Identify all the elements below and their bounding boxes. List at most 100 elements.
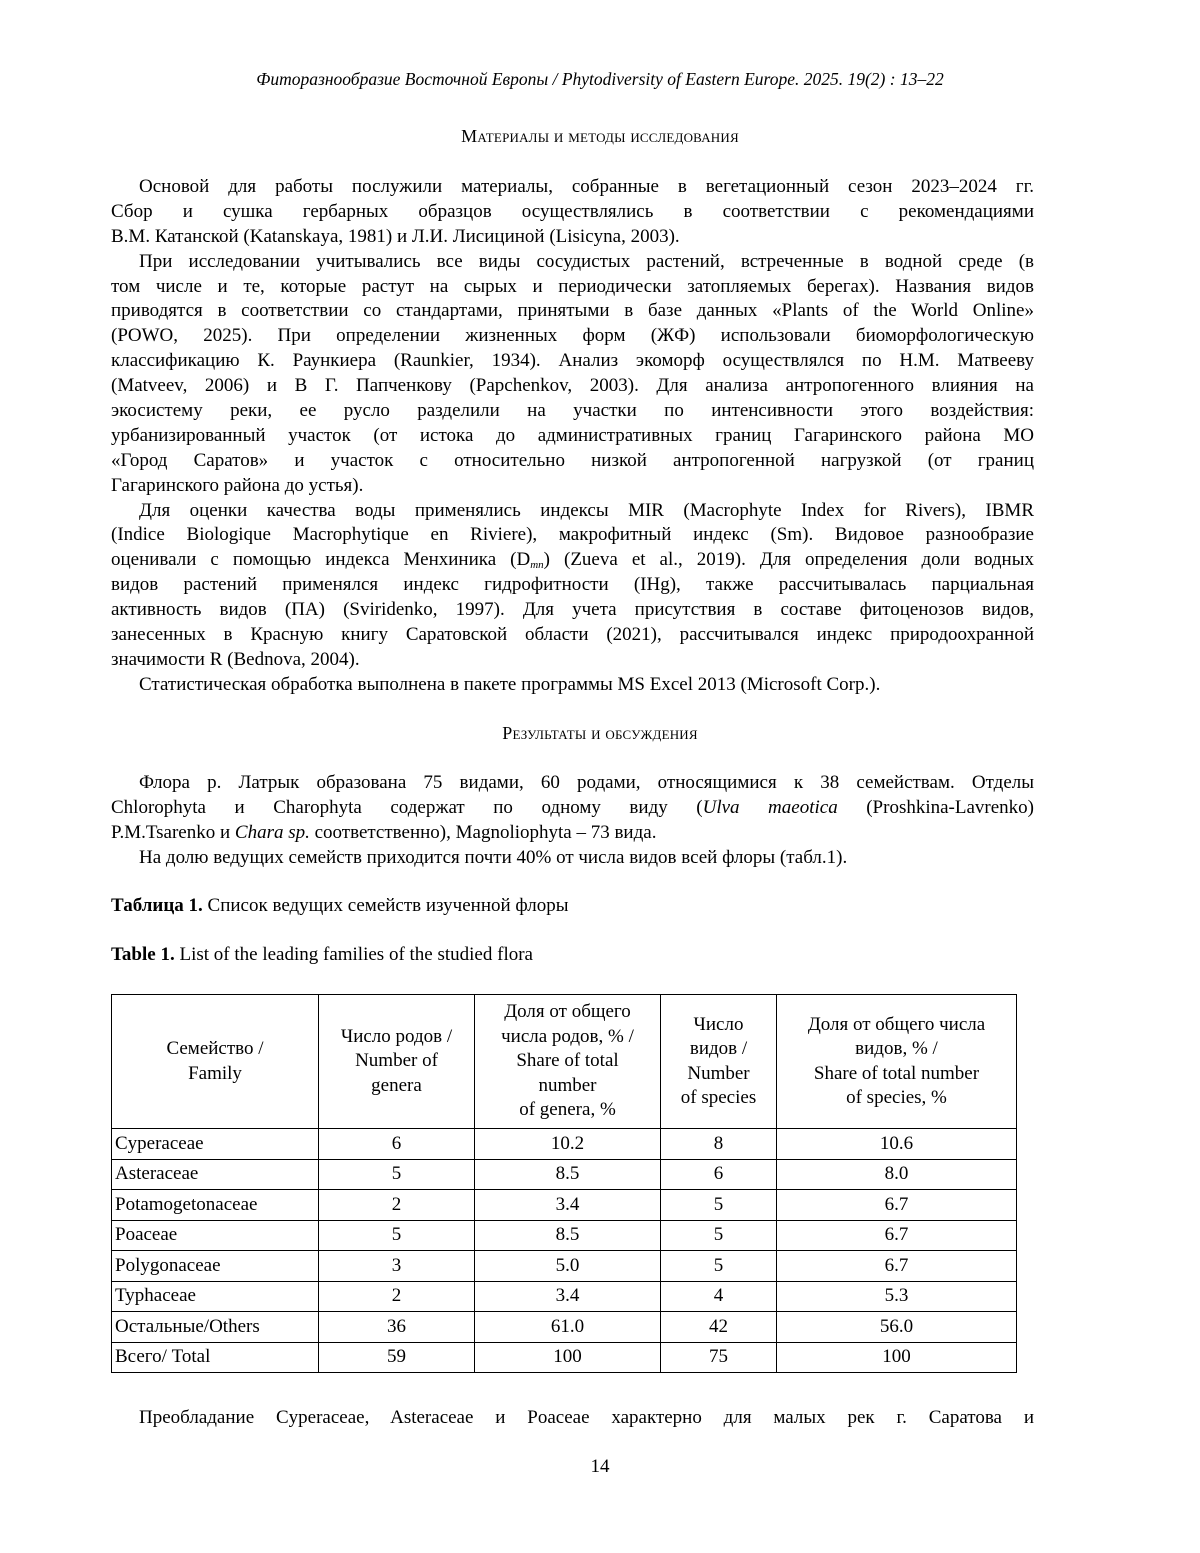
value-cell: 8.5 <box>475 1159 661 1190</box>
header-line: Семейство / <box>115 1037 315 1062</box>
table-row: Cyperaceae610.2810.6 <box>112 1129 1017 1160</box>
column-header: Семейство /Family <box>112 995 319 1129</box>
text-line: «Город Саратов» и участок с относительно… <box>111 449 1034 474</box>
family-cell: Polygonaceae <box>112 1251 319 1282</box>
text-line: экосистему реки, ее русло разделили на у… <box>111 399 1034 424</box>
text-line: занесенных в Красную книгу Саратовской о… <box>111 623 1034 648</box>
header-line: видов / <box>664 1037 773 1062</box>
header-line: Share of total number <box>780 1062 1013 1087</box>
column-header: Число родов /Number ofgenera <box>319 995 475 1129</box>
value-cell: 5 <box>319 1220 475 1251</box>
table-header-row: Семейство /FamilyЧисло родов /Number ofg… <box>112 995 1017 1129</box>
table-row: Potamogetonaceae23.456.7 <box>112 1190 1017 1221</box>
family-cell: Potamogetonaceae <box>112 1190 319 1221</box>
page-number: 14 <box>0 1456 1200 1478</box>
header-line: number <box>478 1074 657 1099</box>
subscript: mn <box>530 559 543 571</box>
value-cell: 5 <box>661 1251 777 1282</box>
value-cell: 3.4 <box>475 1281 661 1312</box>
text-line: значимости R (Bednova, 2004). <box>111 648 1034 673</box>
value-cell: 8.5 <box>475 1220 661 1251</box>
value-cell: 6.7 <box>777 1190 1017 1221</box>
text-line: При исследовании учитывались все виды со… <box>111 250 1034 275</box>
table-row: Typhaceae23.445.3 <box>112 1281 1017 1312</box>
header-line: of species, % <box>780 1086 1013 1111</box>
text-line: активность видов (ПА) (Sviridenko, 1997)… <box>111 598 1034 623</box>
header-line: видов, % / <box>780 1037 1013 1062</box>
text-segment: Chlorophyta и Charophyta содержат по одн… <box>111 797 703 818</box>
value-cell: 5 <box>319 1159 475 1190</box>
caption-label: Таблица 1. <box>111 895 203 916</box>
header-line: of genera, % <box>478 1098 657 1123</box>
text-segment: оценивали с помощью индекса Менхиника (D <box>111 549 530 570</box>
family-cell: Asteraceae <box>112 1159 319 1190</box>
text-line: Для оценки качества воды применялись инд… <box>111 499 1034 524</box>
text-line: урбанизированный участок (от истока до а… <box>111 424 1034 449</box>
table-row: Всего/ Total5910075100 <box>112 1342 1017 1373</box>
text-segment: соответственно), Magnoliophyta – 73 вида… <box>310 822 657 843</box>
value-cell: 6 <box>319 1129 475 1160</box>
header-line: Number <box>664 1062 773 1087</box>
section-heading-methods: Материалы и методы исследования <box>0 126 1200 147</box>
methods-text: Основой для работы послужили материалы, … <box>111 175 1034 698</box>
continuation-paragraph: Преобладание Cyperaceae, Asteraceae и Po… <box>111 1406 1034 1431</box>
value-cell: 75 <box>661 1342 777 1373</box>
results-text: Флора р. Латрык образована 75 видами, 60… <box>111 771 1034 871</box>
value-cell: 5.0 <box>475 1251 661 1282</box>
text-line: На долю ведущих семейств приходится почт… <box>111 846 1034 871</box>
header-line: Число родов / <box>322 1025 471 1050</box>
text-line: (Indice Biologique Macrophytique en Rivi… <box>111 523 1034 548</box>
value-cell: 59 <box>319 1342 475 1373</box>
value-cell: 100 <box>475 1342 661 1373</box>
value-cell: 61.0 <box>475 1312 661 1343</box>
italic-taxon: Chara sp. <box>235 822 310 843</box>
header-line: Доля от общего <box>478 1000 657 1025</box>
text-line: Основой для работы послужили материалы, … <box>111 175 1034 200</box>
header-line: Share of total <box>478 1049 657 1074</box>
value-cell: 2 <box>319 1190 475 1221</box>
text-line: классификацию К. Раункиера (Raunkier, 19… <box>111 349 1034 374</box>
value-cell: 100 <box>777 1342 1017 1373</box>
value-cell: 2 <box>319 1281 475 1312</box>
text-line: Chlorophyta и Charophyta содержат по одн… <box>111 796 1034 821</box>
value-cell: 4 <box>661 1281 777 1312</box>
family-cell: Остальные/Others <box>112 1312 319 1343</box>
value-cell: 10.2 <box>475 1129 661 1160</box>
families-table: Семейство /FamilyЧисло родов /Number ofg… <box>111 994 1017 1373</box>
text-line: Флора р. Латрык образована 75 видами, 60… <box>111 771 1034 796</box>
table-caption-ru: Таблица 1. Список ведущих семейств изуче… <box>111 895 569 917</box>
value-cell: 3 <box>319 1251 475 1282</box>
text-segment: (Proshkina-Lavrenko) <box>838 797 1034 818</box>
column-header: Числовидов /Numberof species <box>661 995 777 1129</box>
value-cell: 8 <box>661 1129 777 1160</box>
value-cell: 3.4 <box>475 1190 661 1221</box>
text-line: приводятся в соответствии со стандартами… <box>111 299 1034 324</box>
value-cell: 6.7 <box>777 1220 1017 1251</box>
text-line: оценивали с помощью индекса Менхиника (D… <box>111 548 1034 573</box>
text-line: (Matveev, 2006) и В Г. Папченкову (Papch… <box>111 374 1034 399</box>
header-line: genera <box>322 1074 471 1099</box>
value-cell: 10.6 <box>777 1129 1017 1160</box>
value-cell: 6.7 <box>777 1251 1017 1282</box>
text-line: Гагаринского района до устья). <box>111 474 1034 499</box>
value-cell: 8.0 <box>777 1159 1017 1190</box>
text-segment: ) (Zueva et al., 2019). Для определения … <box>544 549 1034 570</box>
table-row: Asteraceae58.568.0 <box>112 1159 1017 1190</box>
text-line: Сбор и сушка гербарных образцов осуществ… <box>111 200 1034 225</box>
text-segment: P.M.Tsarenko и <box>111 822 235 843</box>
text-line: видов растений применялся индекс гидрофи… <box>111 573 1034 598</box>
family-cell: Cyperaceae <box>112 1129 319 1160</box>
family-cell: Poaceae <box>112 1220 319 1251</box>
text-line: Статистическая обработка выполнена в пак… <box>111 673 1034 698</box>
text-line: В.М. Катанской (Katanskaya, 1981) и Л.И.… <box>111 225 1034 250</box>
running-head: Фиторазнообразие Восточной Европы / Phyt… <box>0 69 1200 90</box>
text-line: том числе и те, которые растут на сырых … <box>111 275 1034 300</box>
header-line: Число <box>664 1013 773 1038</box>
text-line: P.M.Tsarenko и Chara sp. соответственно)… <box>111 821 1034 846</box>
caption-label: Table 1. <box>111 944 175 965</box>
caption-text: Список ведущих семейств изученной флоры <box>203 895 569 916</box>
value-cell: 36 <box>319 1312 475 1343</box>
column-header: Доля от общегочисла родов, % /Share of t… <box>475 995 661 1129</box>
table-caption-en: Table 1. List of the leading families of… <box>111 944 533 966</box>
value-cell: 5 <box>661 1190 777 1221</box>
